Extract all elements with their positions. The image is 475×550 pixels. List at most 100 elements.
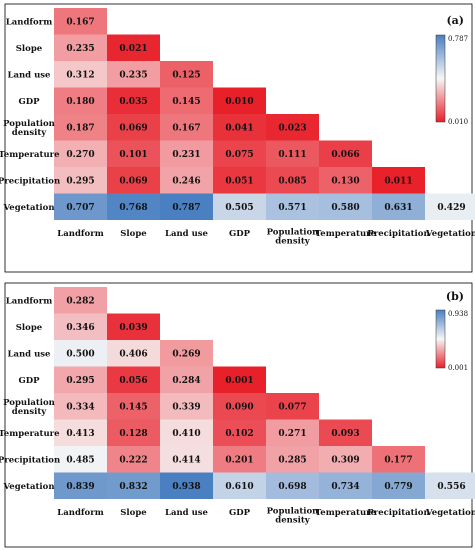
cell-value-label: 0.734 xyxy=(331,482,359,492)
heatmap-cell xyxy=(266,472,319,499)
column-label: Landform xyxy=(57,229,103,239)
row-label: Precipitation xyxy=(0,176,60,186)
cell-value-label: 0.167 xyxy=(172,123,200,133)
colorbar xyxy=(435,309,446,369)
cell-value-label: 0.011 xyxy=(384,176,412,186)
heatmap-cell xyxy=(160,114,213,141)
heatmap-cell xyxy=(319,472,372,499)
column-label: Vegetation xyxy=(425,508,475,518)
heatmap-cell xyxy=(372,193,425,220)
heatmap-cell xyxy=(107,34,160,61)
column-label: GDP xyxy=(229,229,251,239)
heatmap-cell xyxy=(213,114,266,141)
heatmap-cell xyxy=(160,366,213,393)
cell-value-label: 0.346 xyxy=(66,323,94,333)
row-label: GDP xyxy=(18,97,40,107)
cell-value-label: 0.698 xyxy=(278,482,306,492)
row-label: Slope xyxy=(16,323,43,333)
row-label: Population density xyxy=(3,398,55,417)
heatmap-cell xyxy=(372,472,425,499)
cell-value-label: 0.075 xyxy=(225,150,253,160)
cell-value-label: 0.035 xyxy=(119,97,147,107)
heatmap-cell xyxy=(213,140,266,167)
column-label: Landform xyxy=(57,508,103,518)
heatmap-cell xyxy=(54,193,107,220)
row-label: Precipitation xyxy=(0,455,60,465)
cell-value-label: 0.285 xyxy=(278,455,306,465)
row-label: Vegetation xyxy=(2,203,54,213)
heatmap-cell xyxy=(54,419,107,446)
row-label: Land use xyxy=(8,349,52,359)
heatmap-cell xyxy=(107,446,160,473)
heatmap-cell xyxy=(319,419,372,446)
panel-label: (b) xyxy=(446,290,464,303)
cell-value-label: 0.039 xyxy=(119,323,147,333)
row-label: Temperature xyxy=(0,150,60,160)
cell-value-label: 0.235 xyxy=(66,44,94,54)
cell-value-label: 0.130 xyxy=(331,176,359,186)
cell-value-label: 0.093 xyxy=(331,429,359,439)
heatmap-cell xyxy=(107,366,160,393)
heatmap-cell xyxy=(160,193,213,220)
cell-value-label: 0.312 xyxy=(66,70,94,80)
heatmap-cell xyxy=(107,61,160,88)
heatmap-cell xyxy=(319,446,372,473)
cell-value-label: 0.128 xyxy=(119,429,147,439)
row-label: Landform xyxy=(6,296,52,306)
column-label: Temperature xyxy=(315,229,377,239)
heatmap-cell xyxy=(107,419,160,446)
heatmap-cell xyxy=(213,167,266,194)
heatmap-cell xyxy=(213,366,266,393)
cell-value-label: 0.090 xyxy=(225,402,253,412)
cell-value-label: 0.051 xyxy=(225,176,253,186)
heatmap-cell xyxy=(266,393,319,420)
heatmap-cell xyxy=(266,193,319,220)
cell-value-label: 0.246 xyxy=(172,176,200,186)
cell-value-label: 0.839 xyxy=(66,482,94,492)
heatmap-cell xyxy=(425,193,475,220)
heatmap-cell xyxy=(107,393,160,420)
heatmap-cell xyxy=(425,472,475,499)
heatmap-cell xyxy=(372,446,425,473)
row-label: Temperature xyxy=(0,429,60,439)
cell-value-label: 0.056 xyxy=(119,376,147,386)
panel-frame xyxy=(4,282,473,548)
cell-value-label: 0.406 xyxy=(119,349,147,359)
heatmap-cell xyxy=(54,446,107,473)
heatmap-cell xyxy=(54,167,107,194)
column-label: Land use xyxy=(165,508,209,518)
colorbar-min-label: 0.001 xyxy=(448,364,468,372)
heatmap-cell xyxy=(107,340,160,367)
heatmap-cell xyxy=(107,114,160,141)
column-label: Temperature xyxy=(315,508,377,518)
column-label: Precipitation xyxy=(367,229,429,239)
column-label: Precipitation xyxy=(367,508,429,518)
cell-value-label: 0.429 xyxy=(437,203,465,213)
cell-value-label: 0.334 xyxy=(66,402,94,412)
heatmap-cell xyxy=(54,340,107,367)
cell-value-label: 0.339 xyxy=(172,402,200,412)
heatmap-cell xyxy=(160,61,213,88)
cell-value-label: 0.768 xyxy=(119,203,147,213)
heatmap-cell xyxy=(54,140,107,167)
cell-value-label: 0.201 xyxy=(225,455,253,465)
cell-value-label: 0.235 xyxy=(119,70,147,80)
heatmap-cell xyxy=(54,34,107,61)
cell-value-label: 0.485 xyxy=(66,455,94,465)
heatmap-cell xyxy=(160,419,213,446)
heatmap-cell xyxy=(54,87,107,114)
cell-value-label: 0.085 xyxy=(278,176,306,186)
column-label: GDP xyxy=(229,508,251,518)
heatmap-cell xyxy=(319,140,372,167)
cell-value-label: 0.023 xyxy=(278,123,306,133)
cell-value-label: 0.077 xyxy=(278,402,306,412)
cell-value-label: 0.187 xyxy=(66,123,94,133)
cell-value-label: 0.180 xyxy=(66,97,94,107)
cell-value-label: 0.069 xyxy=(119,176,147,186)
cell-value-label: 0.556 xyxy=(437,482,465,492)
panel-label: (a) xyxy=(446,14,464,27)
heatmap-cell xyxy=(160,87,213,114)
cell-value-label: 0.167 xyxy=(66,17,94,27)
cell-value-label: 0.631 xyxy=(384,203,412,213)
heatmap-cell xyxy=(160,446,213,473)
